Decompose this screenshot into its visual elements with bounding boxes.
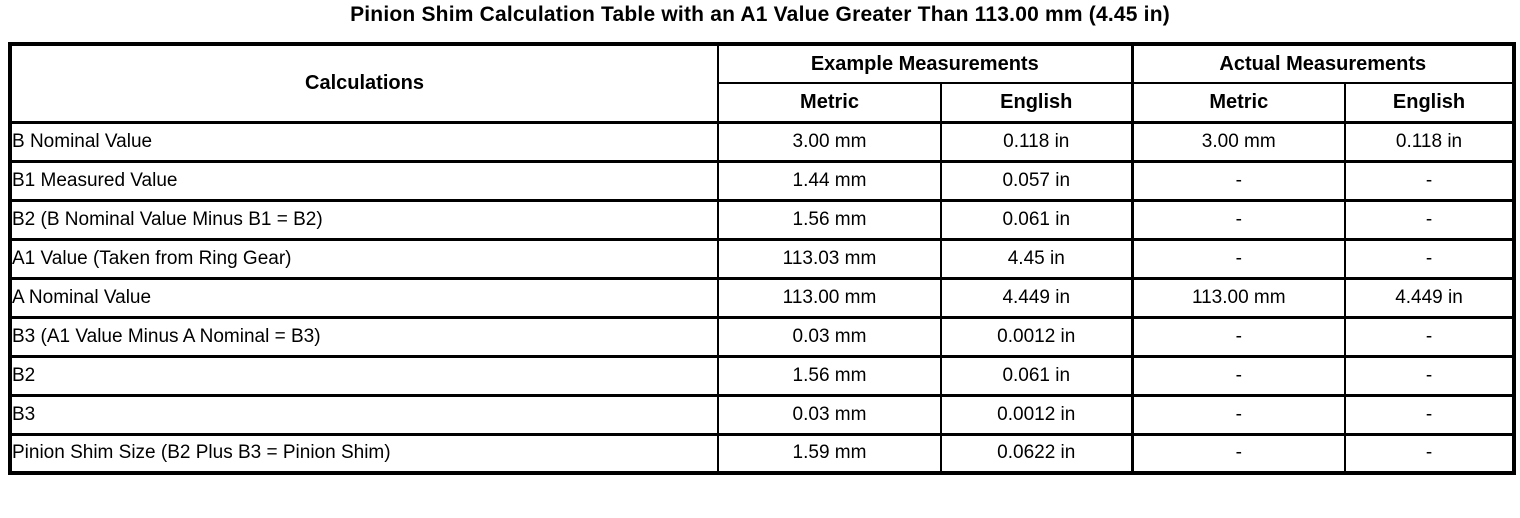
actual-english-value: - (1344, 354, 1516, 397)
example-english-value: 0.061 in (939, 354, 1134, 397)
actual-metric-value: 113.00 mm (1130, 276, 1347, 319)
actual-metric-value: - (1130, 198, 1347, 241)
example-english-value: 0.0622 in (939, 432, 1134, 475)
actual-metric-value: - (1130, 354, 1347, 397)
column-header-actual-english: English (1344, 82, 1516, 124)
row-label: B Nominal Value (9, 120, 719, 163)
example-english-value: 0.0012 in (939, 393, 1134, 436)
example-metric-value: 0.03 mm (717, 315, 942, 358)
example-metric-value: 113.00 mm (717, 276, 942, 319)
table-row: B3 0.03 mm 0.0012 in - - (9, 393, 1516, 436)
column-group-example-measurements: Example Measurements (716, 42, 1134, 84)
table-row: Pinion Shim Size (B2 Plus B3 = Pinion Sh… (9, 432, 1516, 475)
column-group-actual-measurements: Actual Measurements (1130, 42, 1516, 84)
column-header-example-metric: Metric (717, 82, 942, 124)
column-header-example-english: English (939, 82, 1134, 124)
table-row: A Nominal Value 113.00 mm 4.449 in 113.0… (9, 276, 1516, 319)
example-english-value: 0.057 in (939, 159, 1134, 202)
page-title: Pinion Shim Calculation Table with an A1… (350, 3, 1170, 26)
table-row: A1 Value (Taken from Ring Gear) 113.03 m… (9, 237, 1516, 280)
actual-english-value: - (1344, 159, 1516, 202)
header-row-units: Metric English Metric English (10, 82, 1516, 124)
actual-metric-value: - (1130, 159, 1347, 202)
table-row: B Nominal Value 3.00 mm 0.118 in 3.00 mm… (9, 120, 1516, 163)
actual-english-value: - (1344, 198, 1516, 241)
actual-metric-value: - (1130, 315, 1347, 358)
example-english-value: 0.118 in (939, 120, 1134, 163)
table-row: B1 Measured Value 1.44 mm 0.057 in - - (9, 159, 1516, 202)
row-label: B3 (A1 Value Minus A Nominal = B3) (9, 315, 719, 358)
actual-english-value: - (1344, 432, 1516, 475)
actual-english-value: - (1344, 315, 1516, 358)
row-label: A Nominal Value (9, 276, 719, 319)
row-label: B2 (9, 354, 719, 397)
example-metric-value: 113.03 mm (717, 237, 942, 280)
actual-metric-value: - (1130, 393, 1347, 436)
actual-english-value: 4.449 in (1344, 276, 1516, 319)
actual-metric-value: - (1130, 237, 1347, 280)
example-english-value: 4.45 in (939, 237, 1134, 280)
example-english-value: 0.061 in (939, 198, 1134, 241)
example-metric-value: 3.00 mm (717, 120, 942, 163)
row-label: Pinion Shim Size (B2 Plus B3 = Pinion Sh… (9, 432, 719, 475)
pinion-shim-calculation-table: Calculations Example Measurements Actual… (8, 42, 1517, 475)
row-label: B2 (B Nominal Value Minus B1 = B2) (9, 198, 719, 241)
table-row: B2 1.56 mm 0.061 in - - (9, 354, 1516, 397)
actual-english-value: - (1344, 393, 1516, 436)
example-metric-value: 1.56 mm (717, 198, 942, 241)
actual-metric-value: - (1130, 432, 1347, 475)
row-label: B3 (9, 393, 719, 436)
actual-metric-value: 3.00 mm (1130, 120, 1347, 163)
table-row: B2 (B Nominal Value Minus B1 = B2) 1.56 … (9, 198, 1516, 241)
column-header-actual-metric: Metric (1130, 82, 1347, 124)
example-metric-value: 0.03 mm (717, 393, 942, 436)
actual-english-value: - (1344, 237, 1516, 280)
example-english-value: 4.449 in (939, 276, 1134, 319)
example-english-value: 0.0012 in (939, 315, 1134, 358)
column-header-calculations: Calculations (9, 42, 719, 124)
header-row-groups: Calculations Example Measurements Actual… (9, 42, 1516, 124)
table-row: B3 (A1 Value Minus A Nominal = B3) 0.03 … (9, 315, 1516, 358)
actual-english-value: 0.118 in (1344, 120, 1516, 163)
example-metric-value: 1.44 mm (717, 159, 942, 202)
example-metric-value: 1.56 mm (717, 354, 942, 397)
row-label: A1 Value (Taken from Ring Gear) (9, 237, 719, 280)
row-label: B1 Measured Value (9, 159, 719, 202)
example-metric-value: 1.59 mm (717, 432, 942, 475)
